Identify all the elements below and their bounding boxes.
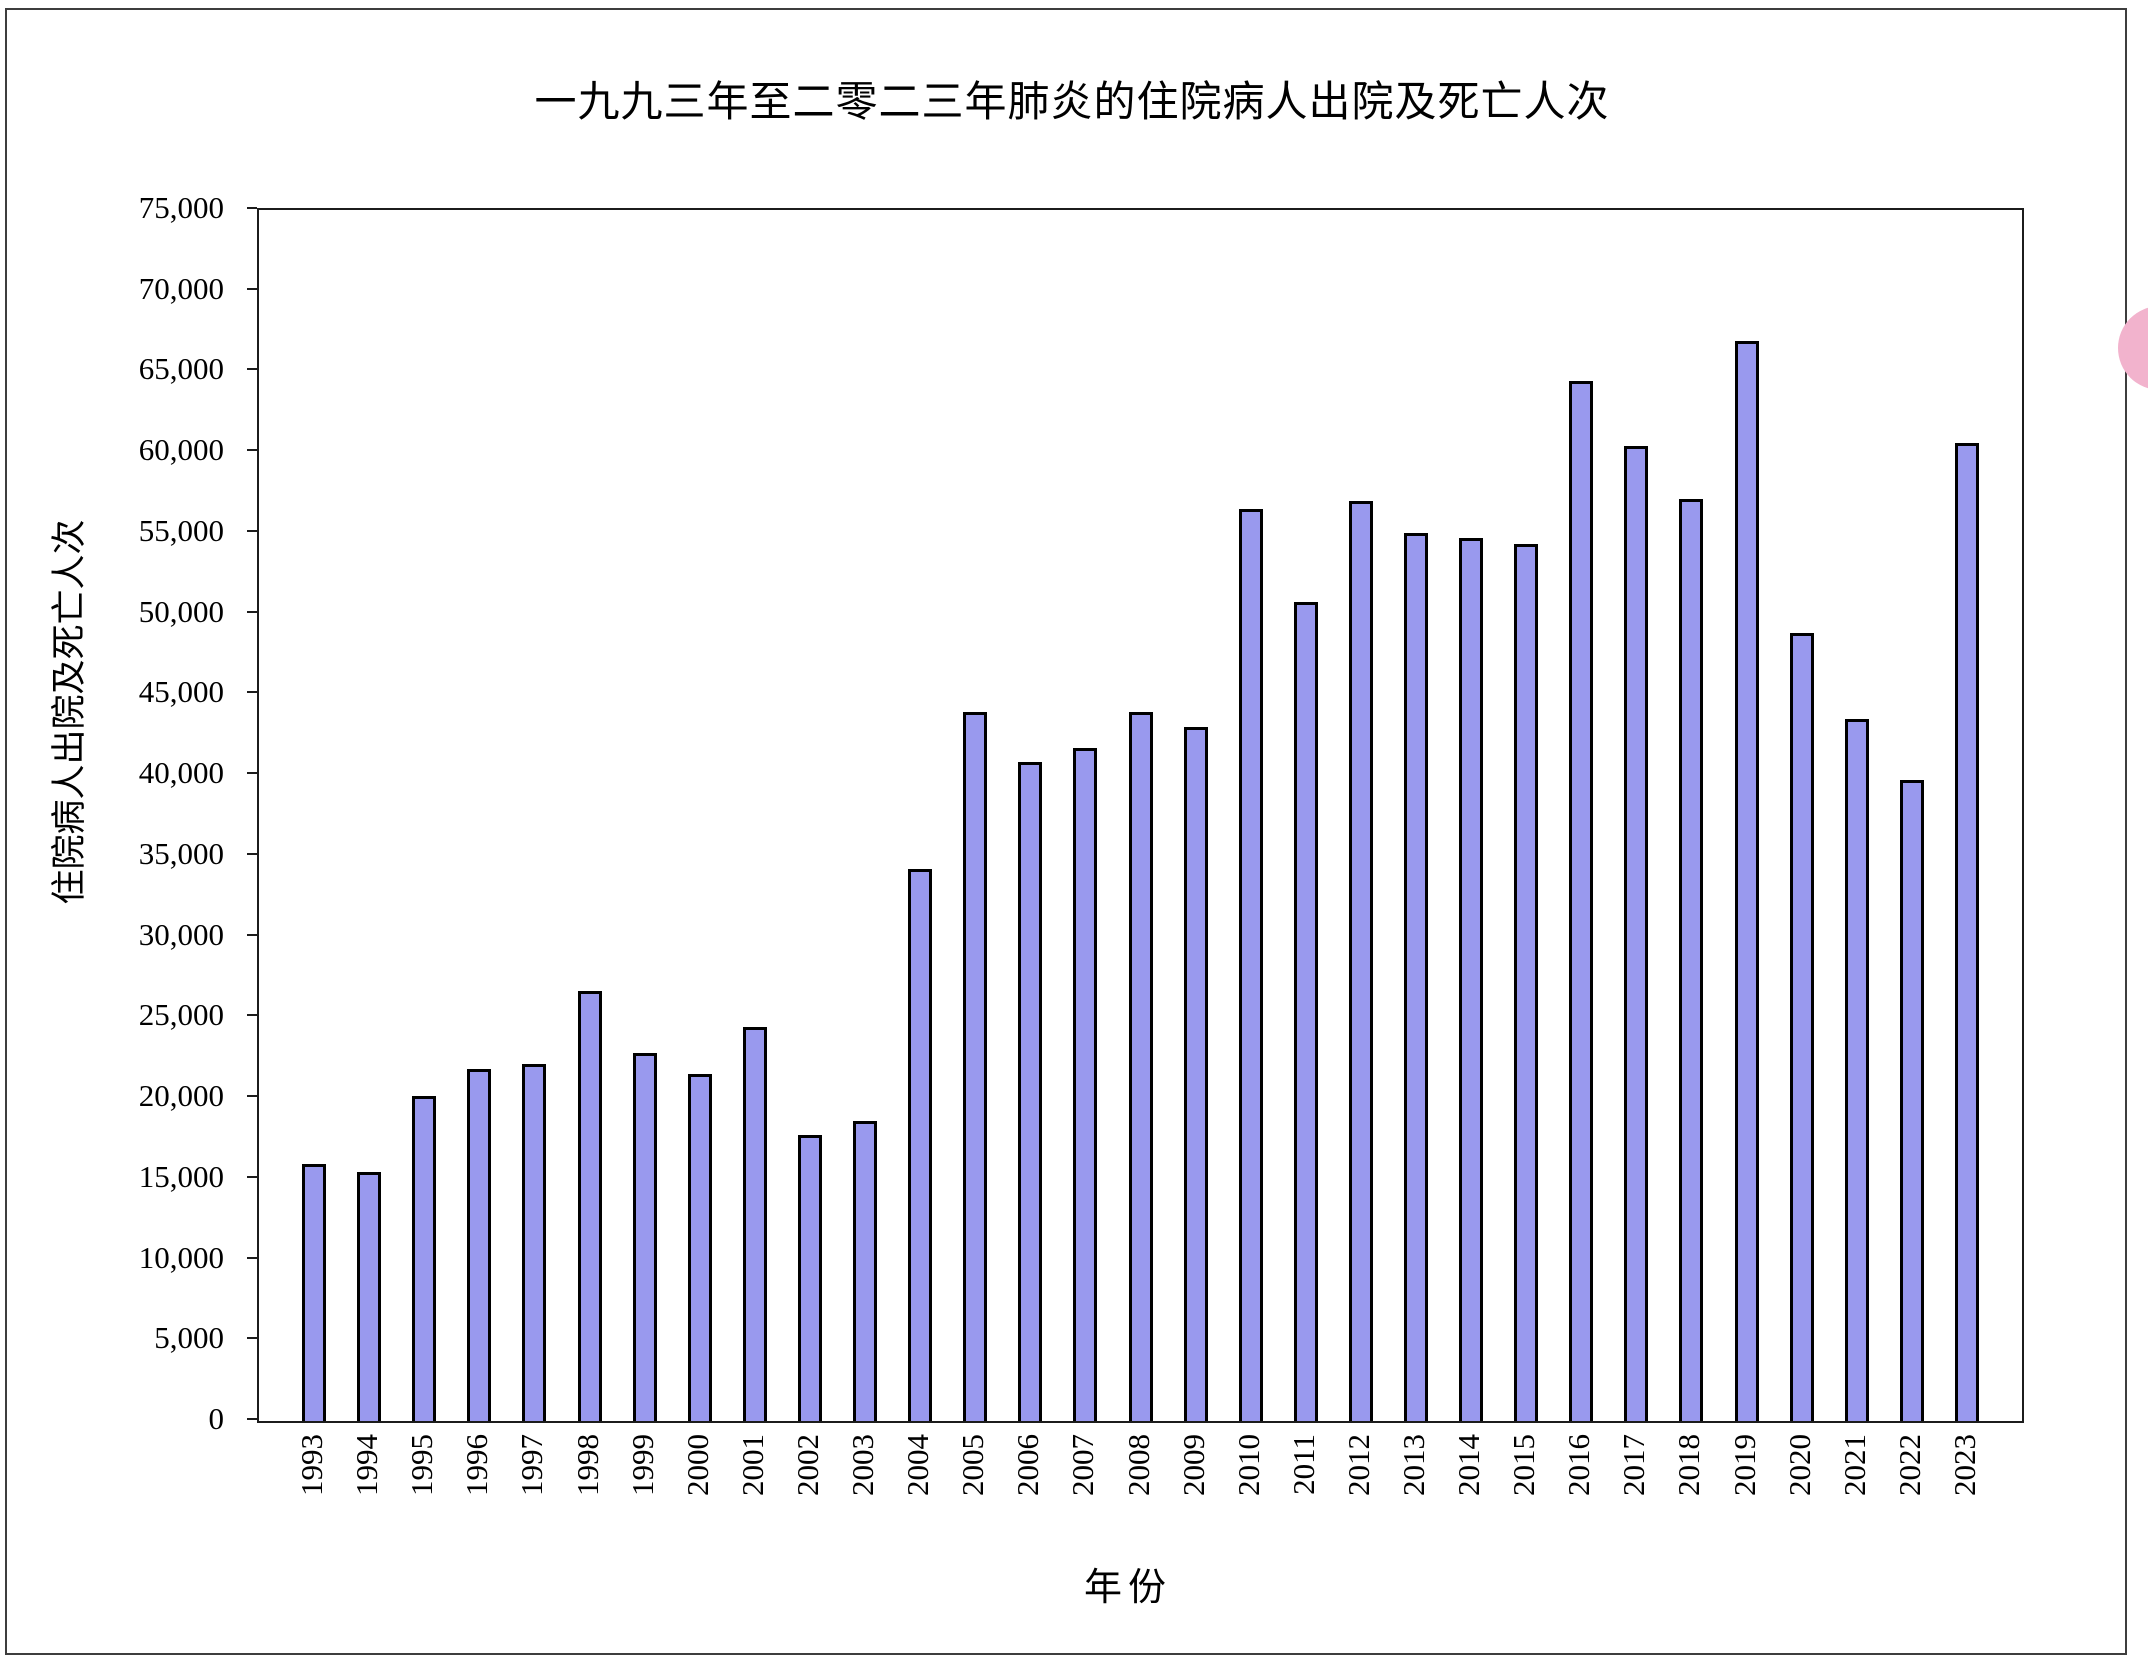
y-tick-label: 25,000: [138, 997, 224, 1033]
bar-1999: [633, 1053, 657, 1421]
y-tick-mark: [247, 449, 257, 452]
bar-2020: [1790, 633, 1814, 1421]
y-tick-mark: [247, 691, 257, 694]
bar-1994: [357, 1172, 381, 1421]
y-tick-label: 50,000: [138, 593, 224, 629]
x-axis-title: 年份: [1083, 1567, 1172, 1609]
bar-1993: [302, 1164, 326, 1421]
bar-2003: [853, 1121, 877, 1421]
x-tick-label-2011: 2011: [1286, 1434, 1321, 1495]
x-tick-label-2000: 2000: [680, 1434, 715, 1496]
x-tick-label-1998: 1998: [570, 1434, 605, 1496]
y-tick-mark: [247, 1337, 257, 1340]
y-tick-mark: [247, 1175, 257, 1178]
x-tick-label-1995: 1995: [404, 1434, 439, 1496]
bar-2009: [1184, 727, 1208, 1421]
x-tick-label-2021: 2021: [1837, 1434, 1872, 1496]
y-tick-label: 0: [208, 1401, 225, 1436]
y-tick-label: 15,000: [138, 1158, 224, 1194]
x-tick-label-1999: 1999: [625, 1434, 660, 1496]
bar-2014: [1459, 538, 1483, 1421]
bar-2004: [908, 869, 932, 1421]
x-tick-label-2010: 2010: [1231, 1434, 1266, 1496]
y-tick-mark: [247, 1418, 257, 1420]
x-tick-label-1994: 1994: [349, 1434, 384, 1496]
x-tick-label-2023: 2023: [1947, 1434, 1982, 1496]
x-tick-label-2012: 2012: [1341, 1434, 1376, 1496]
x-tick-label-2020: 2020: [1782, 1434, 1817, 1496]
bar-2013: [1404, 533, 1428, 1421]
bar-2000: [688, 1074, 712, 1421]
x-tick-label-1993: 1993: [294, 1434, 329, 1496]
bar-2006: [1018, 762, 1042, 1421]
bar-2002: [798, 1135, 822, 1421]
y-tick-label: 75,000: [138, 190, 224, 225]
y-tick-mark: [247, 1256, 257, 1259]
bar-1997: [522, 1064, 546, 1421]
bar-2015: [1514, 544, 1538, 1421]
y-tick-mark: [247, 287, 257, 290]
bar-2010: [1239, 509, 1263, 1421]
x-tick-label-2018: 2018: [1671, 1434, 1706, 1496]
x-tick-label-2003: 2003: [845, 1434, 880, 1496]
bar-1996: [467, 1069, 491, 1421]
bar-2023: [1955, 443, 1979, 1421]
y-tick-label: 20,000: [138, 1078, 224, 1114]
bar-2016: [1569, 381, 1593, 1421]
plot-area: [257, 208, 2024, 1423]
x-tick-label-2007: 2007: [1065, 1434, 1100, 1496]
outer-frame: [5, 8, 2127, 1655]
bar-2012: [1349, 501, 1373, 1421]
x-tick-label-2001: 2001: [735, 1434, 770, 1496]
y-tick-label: 65,000: [138, 351, 224, 387]
y-tick-mark: [247, 852, 257, 855]
x-tick-label-2008: 2008: [1121, 1434, 1156, 1496]
y-tick-mark: [247, 529, 257, 532]
y-tick-mark: [247, 207, 257, 209]
bar-2008: [1129, 712, 1153, 1421]
y-tick-label: 55,000: [138, 512, 224, 548]
bar-2005: [963, 712, 987, 1421]
y-tick-mark: [247, 772, 257, 775]
bar-2021: [1845, 719, 1869, 1421]
x-tick-label-2006: 2006: [1010, 1434, 1045, 1496]
y-tick-label: 10,000: [138, 1239, 224, 1275]
bar-2017: [1624, 446, 1648, 1421]
x-tick-label-2004: 2004: [900, 1434, 935, 1496]
y-tick-mark: [247, 368, 257, 371]
y-tick-mark: [247, 1095, 257, 1098]
x-tick-label-2013: 2013: [1396, 1434, 1431, 1496]
y-tick-mark: [247, 933, 257, 936]
x-tick-label-2009: 2009: [1176, 1434, 1211, 1496]
bar-2019: [1735, 341, 1759, 1421]
x-tick-label-2019: 2019: [1727, 1434, 1762, 1496]
x-tick-label-2016: 2016: [1561, 1434, 1596, 1496]
x-tick-label-2002: 2002: [790, 1434, 825, 1496]
bar-2018: [1679, 499, 1703, 1421]
x-tick-label-2014: 2014: [1451, 1434, 1486, 1496]
y-tick-mark: [247, 1014, 257, 1017]
y-tick-mark: [247, 610, 257, 613]
x-tick-label-2022: 2022: [1892, 1434, 1927, 1496]
bar-1998: [578, 991, 602, 1421]
x-tick-label-2017: 2017: [1616, 1434, 1651, 1496]
bar-2007: [1073, 748, 1097, 1421]
x-tick-label-1997: 1997: [514, 1434, 549, 1496]
x-tick-label-2015: 2015: [1506, 1434, 1541, 1496]
x-tick-label-2005: 2005: [955, 1434, 990, 1496]
bar-1995: [412, 1096, 436, 1421]
bar-2022: [1900, 780, 1924, 1421]
y-tick-label: 40,000: [138, 755, 224, 791]
x-tick-label-1996: 1996: [459, 1434, 494, 1496]
y-tick-label: 45,000: [138, 674, 224, 710]
bar-2001: [743, 1027, 767, 1421]
y-tick-label: 70,000: [138, 270, 224, 306]
bar-2011: [1294, 602, 1318, 1421]
y-tick-label: 30,000: [138, 916, 224, 952]
y-tick-label: 5,000: [154, 1320, 224, 1356]
chart-title: 一九九三年至二零二三年肺炎的住院病人出院及死亡人次: [534, 80, 1610, 126]
y-tick-label: 60,000: [138, 432, 224, 468]
y-tick-label: 35,000: [138, 835, 224, 871]
